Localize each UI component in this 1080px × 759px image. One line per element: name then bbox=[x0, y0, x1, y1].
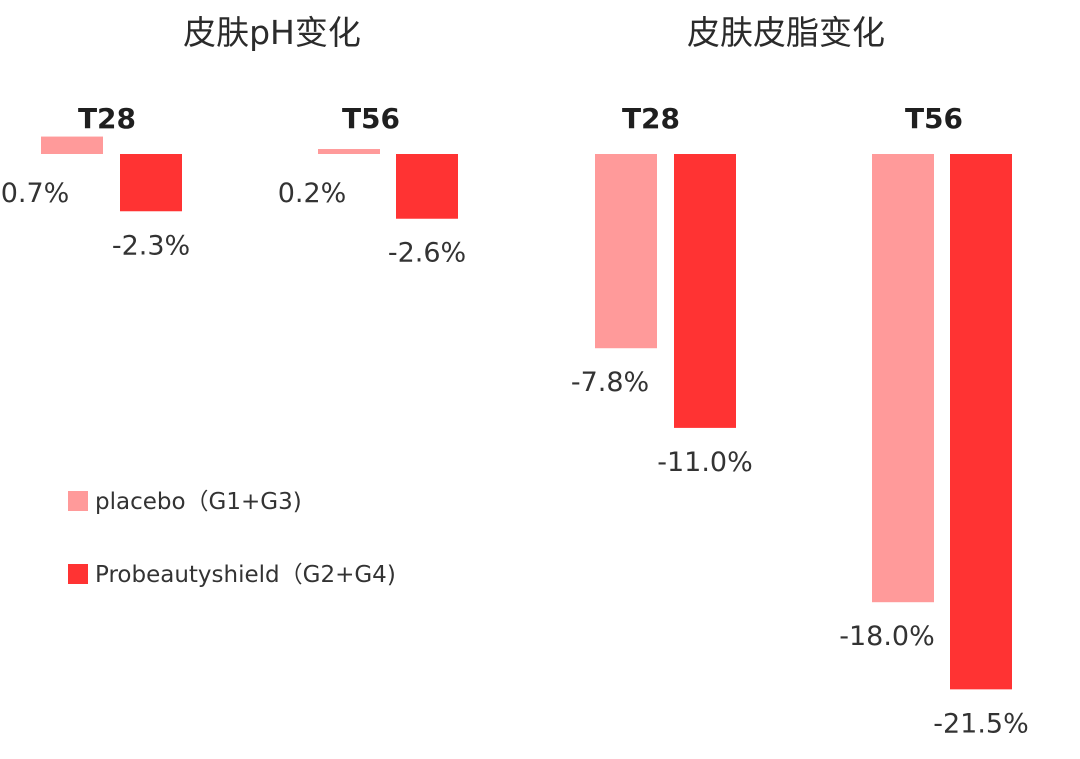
ph-bar-placebo-t56 bbox=[318, 149, 380, 154]
sebum-bar-placebo-t56 bbox=[872, 154, 934, 603]
ph-value-label-probeautyshield-t56: -2.6% bbox=[388, 238, 466, 269]
ph-bar-probeautyshield-t28 bbox=[120, 154, 182, 212]
ph-value-label-probeautyshield-t28: -2.3% bbox=[112, 230, 190, 261]
ph-bar-probeautyshield-t56 bbox=[396, 154, 458, 219]
sebum-bar-placebo-t28 bbox=[595, 154, 657, 349]
sebum-period-label-t56: T56 bbox=[905, 102, 963, 135]
legend-label-probeautyshield: Probeautyshield（G2+G4) bbox=[95, 562, 396, 588]
ph-chart-title: 皮肤pH变化 bbox=[183, 13, 361, 52]
legend: placebo（G1+G3) Probeautyshield（G2+G4) bbox=[68, 489, 396, 588]
sebum-bar-probeautyshield-t56 bbox=[950, 154, 1012, 690]
legend-swatch-probeautyshield bbox=[68, 564, 88, 584]
sebum-value-label-probeautyshield-t56: -21.5% bbox=[933, 708, 1029, 739]
legend-label-placebo: placebo（G1+G3) bbox=[95, 489, 302, 515]
ph-bar-placebo-t28 bbox=[41, 136, 103, 154]
sebum-chart-title: 皮肤皮脂变化 bbox=[687, 13, 885, 52]
sebum-period-label-t28: T28 bbox=[622, 102, 680, 135]
sebum-bar-probeautyshield-t28 bbox=[674, 154, 736, 428]
sebum-value-label-placebo-t56: -18.0% bbox=[839, 621, 935, 652]
sebum-value-label-placebo-t28: -7.8% bbox=[571, 367, 649, 398]
ph-value-label-placebo-t28: 0.7% bbox=[1, 178, 70, 209]
ph-period-label-t28: T28 bbox=[78, 102, 136, 135]
ph-period-label-t56: T56 bbox=[342, 102, 400, 135]
legend-swatch-placebo bbox=[68, 491, 88, 511]
ph-value-label-placebo-t56: 0.2% bbox=[278, 178, 347, 209]
chart-marks: T28 0.7% -2.3% T56 0.2% -2.6% T28 -7.8% -11.0% T5… bbox=[1, 102, 1029, 739]
sebum-value-label-probeautyshield-t28: -11.0% bbox=[657, 447, 753, 478]
